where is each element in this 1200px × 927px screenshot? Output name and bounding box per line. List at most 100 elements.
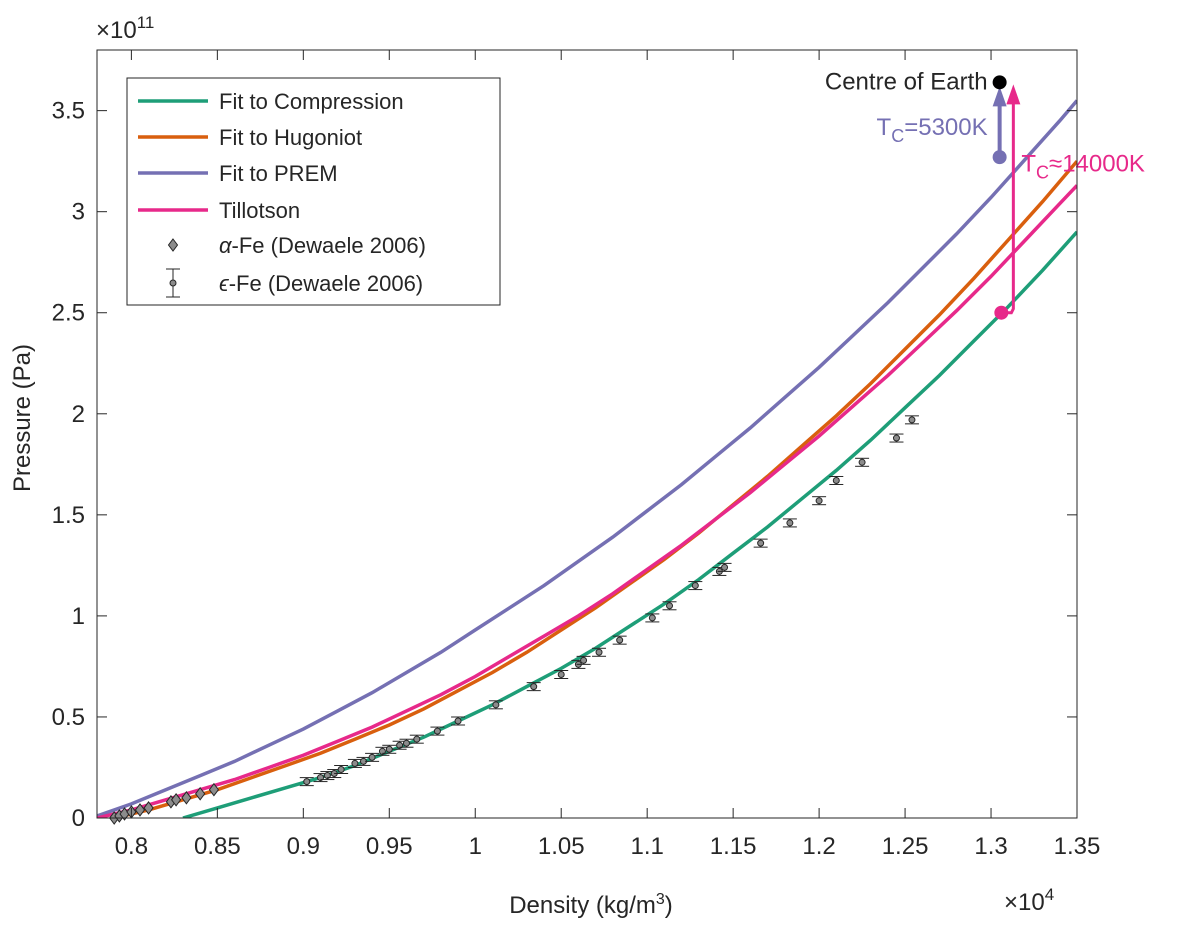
x-tick-label-1: 0.85	[194, 833, 241, 860]
tillotson-arrow-shaft	[1001, 102, 1015, 315]
y-tick-label-2: 1	[72, 603, 85, 630]
legend-label-0: Fit to Compression	[219, 89, 404, 114]
tc-prem-label: TC=5300K	[877, 114, 988, 146]
x-tick-label-0: 0.8	[115, 833, 148, 860]
epsilon-fe-point-7	[365, 752, 380, 762]
epsilon-fe-point-21	[612, 635, 627, 645]
epsilon-fe-point-32	[889, 433, 904, 443]
legend-label-2: Fit to PREM	[219, 161, 338, 186]
epsilon-fe-point-5	[347, 758, 362, 768]
y-tick-label-1: 0.5	[52, 704, 85, 731]
epsilon-fe-point-33	[904, 415, 919, 425]
legend-label-3: Tillotson	[219, 198, 300, 223]
alpha-fe-point-9	[195, 786, 206, 801]
y-tick-label-3: 1.5	[52, 502, 85, 529]
axes-box	[96, 49, 1078, 819]
y-axis-label: Pressure (Pa)	[9, 344, 36, 492]
axes-layer: 0.8 0.85 0.9 0.95 1 1.05 1.1 1.15 1.2 1.25 1.3 1.35…	[52, 49, 1101, 860]
annotation-layer: Centre of Earth TC=5300K TC≈14000K	[825, 68, 1145, 320]
x-tick-label-8: 1.2	[802, 833, 835, 860]
x-axis-exponent: ×104	[1004, 885, 1054, 916]
legend-label-alpha: α-Fe (Dewaele 2006)	[219, 233, 426, 258]
x-exponent-base: ×10	[1004, 889, 1045, 916]
prem-arrow-head	[992, 86, 1007, 107]
alpha-fe-point-7	[170, 792, 182, 807]
epsilon-fe-point-13	[430, 726, 445, 736]
alpha-fe-point-5	[143, 801, 154, 815]
x-tick-label-2: 0.9	[287, 833, 320, 860]
epsilon-fe-point-19	[576, 655, 591, 665]
tc-prem-sub: C	[891, 126, 904, 146]
x-tick-label-7: 1.15	[710, 833, 757, 860]
epsilon-fe-point-26	[717, 562, 732, 572]
legend: Fit to Compression Fit to Hugoniot Fit to …	[126, 77, 501, 306]
x-tick-label-9: 1.25	[882, 833, 929, 860]
series-layer	[97, 99, 1077, 818]
epsilon-fe-point-6	[356, 756, 371, 766]
epsilon-fe-point-14	[451, 716, 466, 726]
epsilon-fe-point-24	[688, 581, 703, 591]
tillotson-arrow-head	[1006, 84, 1021, 105]
y-exponent-power: 11	[137, 13, 155, 32]
x-axis-label-end: )	[665, 892, 673, 919]
series-line-1	[113, 160, 1077, 818]
epsilon-fe-point-16	[526, 682, 541, 692]
series-line-2	[97, 99, 1077, 818]
epsilon-fe-point-23	[662, 601, 677, 611]
epsilon-fe-point-28	[782, 518, 797, 528]
y-exponent-base: ×10	[96, 17, 137, 44]
legend-epsilon-greek: ϵ	[219, 271, 230, 296]
x-axis-label-main: Density (kg/m	[509, 892, 656, 919]
epsilon-fe-point-9	[382, 744, 397, 754]
legend-epsilon-rest: -Fe (Dewaele 2006)	[229, 271, 423, 296]
tillotson-core-point	[994, 305, 1009, 320]
x-exponent-power: 4	[1045, 885, 1054, 904]
tc-tillotson-label: TC≈14000K	[1021, 150, 1145, 182]
epsilon-fe-point-31	[855, 457, 870, 467]
x-tick-label-4: 1	[469, 833, 482, 860]
x-tick-label-3: 0.95	[366, 833, 413, 860]
centre-of-earth-label: Centre of Earth	[825, 68, 988, 95]
alpha-fe-point-10	[208, 782, 220, 797]
legend-alpha-greek: α	[219, 233, 233, 258]
x-axis-label-sup: 3	[656, 891, 665, 908]
legend-marker-epsilon	[169, 279, 177, 287]
alpha-fe-point-4	[134, 803, 146, 817]
tc-till-t: T	[1021, 150, 1036, 177]
epsilon-fe-point-20	[592, 647, 607, 657]
y-tick-label-5: 2.5	[52, 300, 85, 327]
tc-till-sub: C	[1036, 162, 1049, 182]
tc-prem-value: =5300K	[904, 114, 987, 141]
epsilon-fe-point-27	[753, 538, 768, 548]
epsilon-fe-point-0	[299, 777, 314, 787]
alpha-fe-point-8	[181, 790, 192, 805]
epsilon-fe-point-12	[409, 734, 424, 744]
scatter-layer	[109, 415, 919, 825]
epsilon-fe-point-29	[812, 496, 827, 506]
tc-till-value: ≈14000K	[1049, 150, 1145, 177]
x-tick-label-5: 1.05	[538, 833, 585, 860]
x-axis-label: Density (kg/m3)	[509, 891, 673, 919]
prem-core-point	[992, 150, 1007, 165]
epsilon-fe-point-11	[399, 738, 414, 748]
legend-label-1: Fit to Hugoniot	[219, 125, 362, 150]
y-axis-exponent: ×1011	[96, 13, 154, 44]
x-tick-label-11: 1.35	[1054, 833, 1101, 860]
y-tick-label-7: 3.5	[52, 98, 85, 125]
legend-alpha-rest: -Fe (Dewaele 2006)	[232, 233, 426, 258]
epsilon-fe-point-15	[488, 700, 503, 710]
legend-box	[126, 77, 501, 306]
y-tick-label-4: 2	[72, 401, 85, 428]
x-tick-label-6: 1.1	[630, 833, 663, 860]
epsilon-fe-point-17	[554, 670, 569, 680]
legend-marker-alpha	[167, 238, 179, 252]
y-tick-label-0: 0	[72, 805, 85, 832]
series-line-3	[97, 184, 1077, 818]
epsilon-fe-point-4	[334, 764, 349, 774]
epsilon-fe-point-30	[829, 475, 844, 485]
x-tick-label-10: 1.3	[974, 833, 1007, 860]
centre-of-earth-point	[992, 75, 1007, 90]
y-tick-label-6: 3	[72, 199, 85, 226]
epsilon-fe-point-22	[645, 613, 660, 623]
